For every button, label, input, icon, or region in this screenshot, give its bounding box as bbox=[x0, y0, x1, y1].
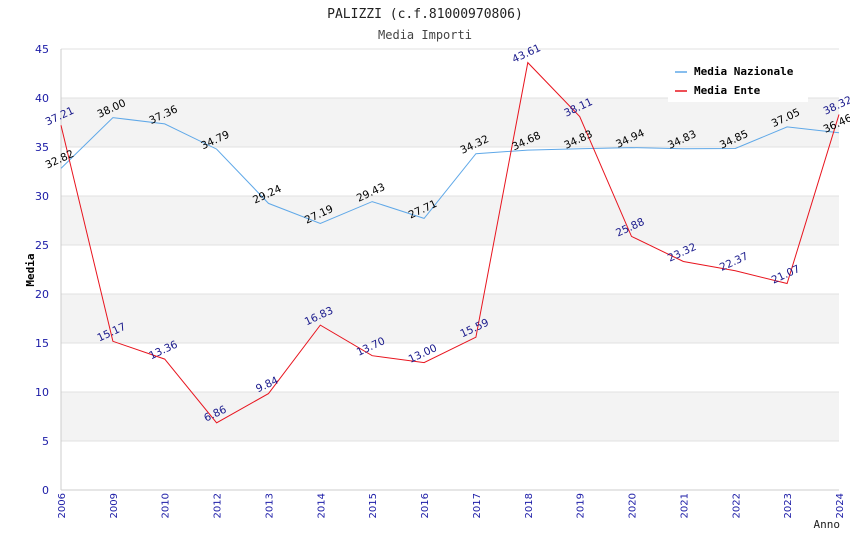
grid-band bbox=[61, 98, 839, 147]
x-axis-ticks: 2006 2009 2010 2012 2013 2014 2015 2016 2017 2018… bbox=[57, 493, 846, 518]
grid-band bbox=[61, 147, 839, 196]
y-tick-label: 20 bbox=[35, 288, 49, 301]
y-tick-label: 10 bbox=[35, 386, 49, 399]
grid-band bbox=[61, 343, 839, 392]
y-tick-label: 35 bbox=[35, 141, 49, 154]
chart-title: PALIZZI (c.f.81000970806) bbox=[327, 7, 523, 22]
chart-subtitle: Media Importi bbox=[378, 28, 472, 42]
x-tick-label: 2024 bbox=[835, 493, 846, 518]
x-tick-label: 2016 bbox=[420, 493, 431, 518]
legend-label-nazionale: Media Nazionale bbox=[694, 65, 794, 78]
x-tick-label: 2009 bbox=[109, 493, 120, 518]
grid-band bbox=[61, 245, 839, 294]
x-tick-label: 2010 bbox=[161, 493, 172, 518]
series-lines bbox=[60, 61, 840, 424]
x-tick-label: 2022 bbox=[731, 493, 742, 518]
x-tick-label: 2015 bbox=[368, 493, 379, 518]
x-axis-title: Anno bbox=[814, 518, 841, 531]
x-tick-label: 2019 bbox=[576, 493, 587, 518]
grid-band bbox=[61, 294, 839, 343]
x-tick-label: 2023 bbox=[783, 493, 794, 518]
x-tick-label: 2018 bbox=[524, 493, 535, 518]
y-tick-label: 30 bbox=[35, 190, 49, 203]
x-tick-label: 2012 bbox=[213, 493, 224, 518]
y-axis-ticks: 0 5 10 15 20 25 30 35 40 45 bbox=[35, 43, 49, 497]
legend-label-ente: Media Ente bbox=[694, 84, 761, 97]
x-tick-label: 2014 bbox=[316, 493, 327, 518]
legend-background bbox=[668, 60, 808, 102]
x-tick-label: 2017 bbox=[472, 493, 483, 518]
grid-band bbox=[61, 196, 839, 245]
plot-background bbox=[60, 48, 839, 491]
x-tick-label: 2013 bbox=[264, 493, 275, 518]
y-tick-label: 0 bbox=[42, 484, 49, 497]
series-line-ente bbox=[60, 61, 840, 424]
x-tick-label: 2006 bbox=[57, 493, 68, 518]
series-line-nazionale bbox=[60, 117, 840, 225]
y-axis-title: Media bbox=[24, 253, 37, 286]
grid-band bbox=[61, 392, 839, 441]
y-tick-label: 25 bbox=[35, 239, 49, 252]
x-tick-label: 2020 bbox=[628, 493, 639, 518]
y-tick-label: 40 bbox=[35, 92, 49, 105]
x-tick-label: 2021 bbox=[679, 493, 690, 518]
y-tick-label: 45 bbox=[35, 43, 49, 56]
grid-band bbox=[61, 441, 839, 490]
y-tick-label: 15 bbox=[35, 337, 49, 350]
y-tick-label: 5 bbox=[42, 435, 49, 448]
legend: Media Nazionale Media Ente bbox=[668, 60, 808, 102]
